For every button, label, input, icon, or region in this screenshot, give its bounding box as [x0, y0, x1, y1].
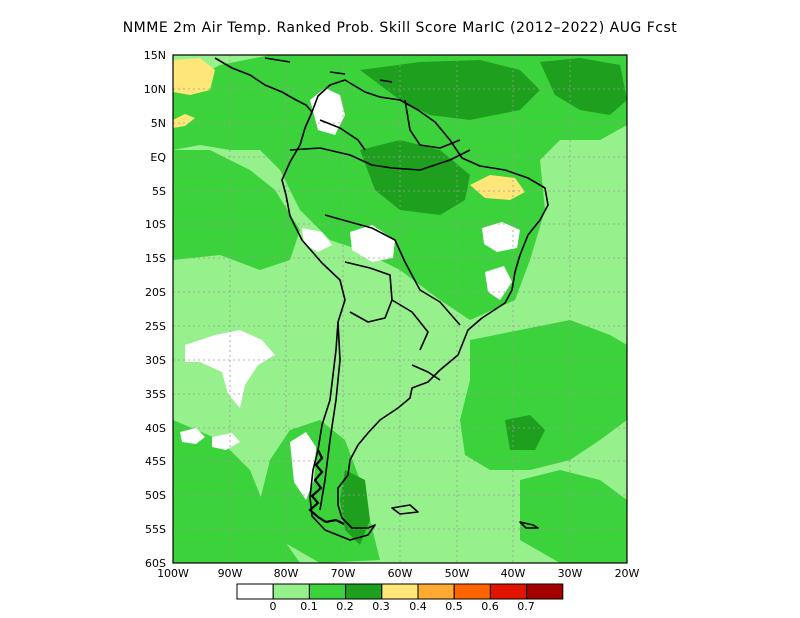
lon-label: 90W [218, 567, 243, 580]
field-green-south-pacific [173, 420, 300, 563]
lon-label: 50W [445, 567, 470, 580]
lon-label: 30W [558, 567, 583, 580]
field-white-brazil-se [485, 266, 512, 300]
field-darkgreen-caribbean [360, 60, 540, 120]
lon-label: 60W [388, 567, 413, 580]
lat-label: 10N [144, 83, 166, 96]
colorbar-label: 0.2 [336, 600, 354, 613]
colorbar-label: 0.3 [372, 600, 390, 613]
field-white-peru-coast [302, 228, 332, 252]
lat-label: 15N [144, 49, 166, 62]
coast-caribbean-islands [264, 57, 393, 83]
lat-label: 45S [145, 455, 166, 468]
chart-title: NMME 2m Air Temp. Ranked Prob. Skill Sco… [122, 20, 678, 36]
lon-label: 100W [157, 567, 189, 580]
coastlines [214, 57, 549, 541]
colorbar-swatch [417, 583, 455, 600]
field-white-brazil-east [482, 222, 520, 252]
field-layer [173, 55, 627, 563]
lat-label: 35S [145, 388, 166, 401]
colorbar-swatch [272, 583, 310, 600]
lat-label: 50S [145, 489, 166, 502]
colorbar-label: 0.7 [517, 600, 535, 613]
lat-label: 5S [152, 185, 166, 198]
field-green-south-atlantic [460, 320, 627, 470]
lon-label: 70W [331, 567, 356, 580]
coast-south-america [281, 79, 549, 541]
colorbar-swatch [489, 583, 528, 600]
colorbar-label: 0.4 [409, 600, 427, 613]
lon-label: 40W [501, 567, 526, 580]
lon-label: 20W [615, 567, 640, 580]
colorbar-swatch [308, 583, 347, 600]
lat-label: 15S [145, 252, 166, 265]
lat-label: 20S [145, 286, 166, 299]
lon-label: 80W [274, 567, 299, 580]
coast-fjords [308, 449, 345, 525]
field-darkgreen-atlantic-ne [540, 58, 627, 115]
grid-lines [173, 55, 627, 563]
lon-axis: 100W 90W 80W 70W 60W 50W 40W 30W 20W [157, 567, 639, 580]
field-yellow-ne-brazil [470, 175, 525, 200]
colorbar-label: 0 [270, 600, 277, 613]
coast-falklands [391, 504, 419, 515]
lat-label: 25S [145, 320, 166, 333]
colorbar-swatch [526, 583, 564, 600]
coast-central-america [214, 57, 313, 113]
field-darkgreen-southeast [505, 415, 545, 450]
colorbar-swatch [345, 583, 383, 600]
map-frame [172, 54, 628, 564]
lat-label: 5N [151, 117, 166, 130]
border-uruguay [411, 364, 441, 381]
lat-label: EQ [150, 151, 166, 164]
colorbar-swatch [453, 583, 491, 600]
lat-label: 10S [145, 218, 166, 231]
field-yellow-pacific-nw [173, 58, 215, 95]
colorbar-label: 0.6 [481, 600, 499, 613]
colorbar-swatch [236, 583, 274, 600]
colorbar-label: 0.5 [445, 600, 463, 613]
field-white-chile-south [290, 432, 316, 500]
lat-label: 30S [145, 354, 166, 367]
field-green-pacific-west [173, 150, 300, 270]
lat-label: 60S [145, 557, 166, 570]
border-guianas [404, 99, 461, 149]
border-brazil-west [324, 214, 461, 326]
field-darkgreen-amazon [360, 140, 470, 215]
coast-south-georgia [519, 521, 539, 529]
colorbar-swatch [381, 583, 419, 600]
border-argentina-chile [319, 321, 341, 511]
lat-label: 55S [145, 523, 166, 536]
field-white-pacific-42s [212, 433, 240, 450]
lat-axis: 15N 10N 5N EQ 5S 10S 15S 20S 25S 30S 35S… [144, 49, 167, 570]
field-green-se-atlantic [520, 470, 627, 563]
colorbar-swatches [236, 583, 564, 600]
border-colombia [319, 119, 366, 151]
border-paraguay [391, 299, 429, 351]
field-white-pacific-30s [185, 330, 275, 408]
border-amazon [289, 147, 471, 171]
colorbar-label: 0.1 [300, 600, 318, 613]
lat-label: 40S [145, 422, 166, 435]
field-white-pacific-40s [180, 428, 205, 444]
field-darkgreen-patagonia [340, 470, 370, 545]
colorbar: 0 0.1 0.2 0.3 0.4 0.5 0.6 0.7 [236, 583, 564, 613]
field-yellow-pacific-5n [173, 114, 195, 128]
